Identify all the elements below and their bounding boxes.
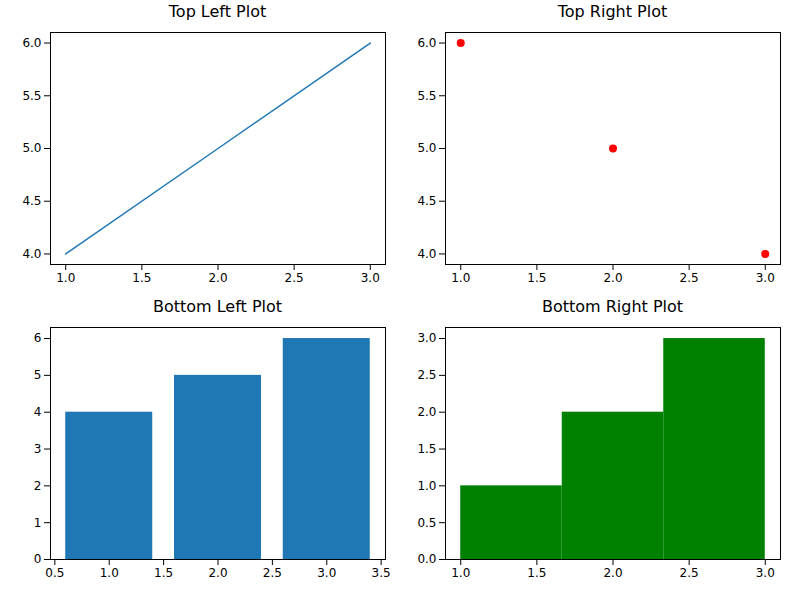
svg-text:0.5: 0.5 [45,566,64,580]
html-text:Bottom Right Plot: Bottom Right Plot [541,297,684,316]
svg-text:2.0: 2.0 [208,566,227,580]
svg-text:6.0: 6.0 [22,36,41,50]
svg-text:1.5: 1.5 [132,271,151,285]
svg-text:6.0: 6.0 [417,36,436,50]
svg-text:6: 6 [34,331,42,345]
svg-text:1.5: 1.5 [527,566,546,580]
svg-text:5.0: 5.0 [22,141,41,155]
svg-text:1.0: 1.0 [451,271,470,285]
svg-text:2.0: 2.0 [603,271,622,285]
html-text:Bottom Left Plot: Bottom Left Plot [152,297,283,316]
svg-text:3.0: 3.0 [361,271,380,285]
svg-text:0: 0 [34,552,42,566]
svg-text:2.0: 2.0 [208,271,227,285]
svg-text:1.5: 1.5 [417,442,436,456]
svg-text:4.0: 4.0 [417,247,436,261]
svg-text:4: 4 [34,405,42,419]
svg-text:1.0: 1.0 [56,271,75,285]
svg-text:3.0: 3.0 [317,566,336,580]
svg-text:1.0: 1.0 [451,566,470,580]
svg-text:1.0: 1.0 [417,479,436,493]
svg-text:1.5: 1.5 [154,566,173,580]
svg-text:2.0: 2.0 [603,566,622,580]
svg-text:5.0: 5.0 [417,141,436,155]
svg-text:2.5: 2.5 [680,271,699,285]
svg-text:0.0: 0.0 [417,552,436,566]
svg-text:3.0: 3.0 [756,566,775,580]
svg-text:1.5: 1.5 [527,271,546,285]
svg-text:4.5: 4.5 [22,194,41,208]
svg-text:0.5: 0.5 [417,516,436,530]
html-text:Top Left Plot: Top Left Plot [168,2,267,21]
svg-text:2.5: 2.5 [417,368,436,382]
svg-text:5.5: 5.5 [22,89,41,103]
svg-text:3.0: 3.0 [756,271,775,285]
svg-text:1.0: 1.0 [100,566,119,580]
svg-text:3: 3 [34,442,42,456]
svg-text:3.0: 3.0 [417,331,436,345]
svg-text:2: 2 [34,479,42,493]
svg-text:2.5: 2.5 [680,566,699,580]
svg-text:2.0: 2.0 [417,405,436,419]
svg-text:4.0: 4.0 [22,247,41,261]
svg-text:5.5: 5.5 [417,89,436,103]
svg-text:2.5: 2.5 [263,566,282,580]
svg-text:3.5: 3.5 [372,566,391,580]
svg-text:2.5: 2.5 [285,271,304,285]
svg-text:1: 1 [34,516,42,530]
svg-text:5: 5 [34,368,42,382]
html-text:Top Right Plot: Top Right Plot [557,2,668,21]
svg-text:4.5: 4.5 [417,194,436,208]
